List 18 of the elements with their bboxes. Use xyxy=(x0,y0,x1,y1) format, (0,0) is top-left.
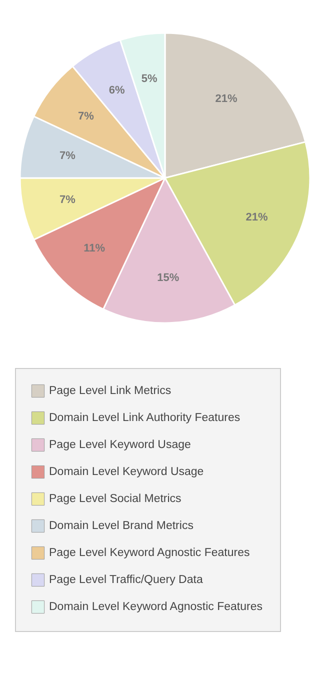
legend-label: Domain Level Keyword Agnostic Features xyxy=(49,601,263,613)
legend-label: Domain Level Brand Metrics xyxy=(49,520,194,532)
legend-label: Domain Level Keyword Usage xyxy=(49,466,204,478)
data-label: 7% xyxy=(59,150,76,162)
legend-label: Page Level Keyword Agnostic Features xyxy=(49,547,250,559)
data-label: 15% xyxy=(157,272,180,284)
data-label: 11% xyxy=(84,242,106,255)
data-label: 5% xyxy=(141,73,158,86)
legend-label: Domain Level Link Authority Features xyxy=(49,412,240,424)
legend-label: Page Level Keyword Usage xyxy=(49,439,191,451)
data-label: 7% xyxy=(78,110,94,123)
data-label: 21% xyxy=(246,212,268,224)
data-label: 6% xyxy=(108,84,125,96)
legend-label: Page Level Social Metrics xyxy=(49,493,182,505)
data-label: 7% xyxy=(59,194,76,206)
data-label: 21% xyxy=(215,92,238,105)
legend-label: Page Level Link Metrics xyxy=(49,385,172,397)
legend-label: Page Level Traffic/Query Data xyxy=(49,574,204,586)
